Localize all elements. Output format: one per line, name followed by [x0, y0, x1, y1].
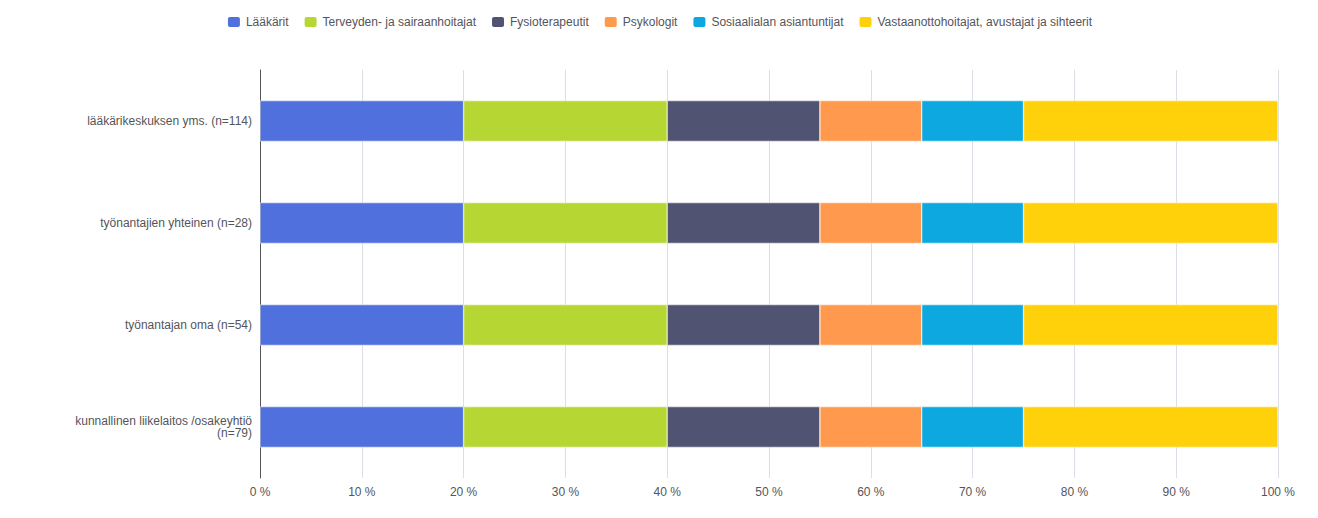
svg-text:Vastaanottohoitajat, avustajat: Vastaanottohoitajat, avustajat ja sihtee… — [878, 15, 1093, 29]
svg-text:Terveyden- ja sairaanhoitajat: Terveyden- ja sairaanhoitajat — [323, 15, 477, 29]
svg-text:70 %: 70 % — [959, 485, 987, 499]
svg-text:Lääkärit: Lääkärit — [246, 15, 289, 29]
svg-text:lääkärikeskuksen yms. (n=114): lääkärikeskuksen yms. (n=114) — [87, 114, 252, 128]
svg-text:Fysioterapeutit: Fysioterapeutit — [510, 15, 589, 29]
svg-text:kunnallinen liikelaitos /osake: kunnallinen liikelaitos /osakeyhtiö — [75, 414, 252, 428]
svg-text:työnantajan oma (n=54): työnantajan oma (n=54) — [125, 318, 252, 332]
svg-text:(n=79): (n=79) — [217, 426, 252, 440]
svg-text:40 %: 40 % — [654, 485, 682, 499]
svg-text:Sosiaalialan asiantuntijat: Sosiaalialan asiantuntijat — [711, 15, 844, 29]
svg-text:100 %: 100 % — [1261, 485, 1295, 499]
svg-text:0 %: 0 % — [250, 485, 271, 499]
svg-text:90 %: 90 % — [1163, 485, 1191, 499]
svg-text:20 %: 20 % — [450, 485, 478, 499]
svg-text:10 %: 10 % — [348, 485, 376, 499]
svg-text:60 %: 60 % — [857, 485, 885, 499]
svg-text:työnantajien yhteinen (n=28): työnantajien yhteinen (n=28) — [100, 216, 252, 230]
svg-text:30 %: 30 % — [552, 485, 580, 499]
svg-text:Psykologit: Psykologit — [623, 15, 678, 29]
svg-text:50 %: 50 % — [755, 485, 783, 499]
svg-text:80 %: 80 % — [1061, 485, 1089, 499]
